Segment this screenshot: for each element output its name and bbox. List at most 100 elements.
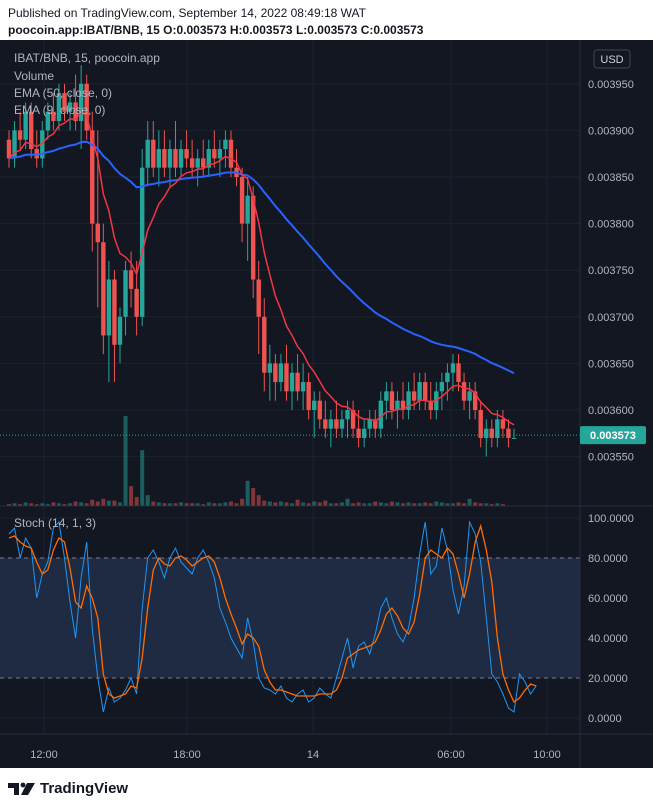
ohlc-c-label: C: xyxy=(360,23,374,37)
volume-bar xyxy=(373,501,378,506)
price-tick-label: 0.003650 xyxy=(588,358,634,370)
volume-bar xyxy=(12,503,17,506)
candle-body xyxy=(289,372,295,392)
last-price-tag xyxy=(580,426,646,445)
volume-bar xyxy=(273,502,278,506)
volume-bar xyxy=(167,503,172,506)
candle-body xyxy=(134,288,139,317)
ohlc-l-label: L: xyxy=(295,23,308,37)
currency-button-label[interactable]: USD xyxy=(600,54,623,66)
volume-bar xyxy=(134,497,139,506)
chart-panel[interactable]: 0.003950 0.003900 0.003850 0.003800 0.003750… xyxy=(0,40,653,768)
volume-bar xyxy=(328,503,333,506)
volume-bar xyxy=(473,502,478,506)
candle-body xyxy=(167,149,173,168)
ohlc-o: 0.003573 xyxy=(176,23,227,37)
volume-bar xyxy=(68,503,73,506)
candle-body xyxy=(40,130,45,159)
time-tick-label: 06:00 xyxy=(437,749,465,761)
volume-bar xyxy=(90,499,95,506)
candle-body xyxy=(51,111,56,122)
stoch-band xyxy=(0,558,580,678)
price-tick-label: 0.003950 xyxy=(588,79,634,91)
symbol-ohlc-line: poocoin.app:IBAT/BNB, 15 O:0.003573 H:0.… xyxy=(8,23,423,37)
candle-body xyxy=(489,428,495,438)
candle-body xyxy=(62,93,67,112)
volume-bar xyxy=(140,450,145,506)
volume-bar xyxy=(123,416,128,506)
volume-bar xyxy=(73,501,78,506)
candle-body xyxy=(395,400,400,411)
volume-bar xyxy=(223,502,228,506)
candle-body xyxy=(145,139,150,168)
volume-bar xyxy=(495,503,500,506)
volume-bar xyxy=(334,503,339,506)
candle-body xyxy=(417,382,422,401)
volume-bar xyxy=(18,504,23,506)
candle-body xyxy=(139,167,145,317)
candle-body xyxy=(101,242,106,336)
volume-bar xyxy=(339,502,344,506)
volume-bar xyxy=(278,501,283,506)
candle-body xyxy=(45,111,51,131)
volume-bar xyxy=(29,503,34,506)
currency-button-frame[interactable] xyxy=(593,49,631,69)
candle-body xyxy=(195,158,200,168)
candle-body xyxy=(472,391,478,411)
candle-body xyxy=(467,391,472,401)
volume-bar xyxy=(489,504,494,506)
volume-bar xyxy=(251,488,256,506)
candle-body xyxy=(423,382,428,401)
candle-body xyxy=(23,111,28,140)
candle-body xyxy=(300,382,306,392)
legend-volume: Volume xyxy=(14,69,54,83)
chart-svg[interactable]: 0.003950 0.003900 0.003850 0.003800 0.003750… xyxy=(0,40,653,768)
candle-body xyxy=(73,102,78,122)
candle-body xyxy=(189,158,195,168)
legend-stoch: Stoch (14, 1, 3) xyxy=(14,516,96,530)
legend-ema9: EMA (9, close, 0) xyxy=(14,103,105,117)
volume-bar xyxy=(179,502,184,506)
candle-body xyxy=(384,391,389,401)
candle-body xyxy=(495,419,500,438)
volume-bar xyxy=(367,503,372,506)
volume-bar xyxy=(40,503,45,506)
volume-bar xyxy=(190,503,195,506)
candle-body xyxy=(128,270,134,289)
last-price-label: 0.003573 xyxy=(590,430,636,442)
volume-bar xyxy=(262,500,267,506)
volume-bar xyxy=(428,503,433,506)
volume-bar xyxy=(439,502,444,506)
time-tick-label: 14 xyxy=(307,749,319,761)
volume-bar xyxy=(351,503,356,506)
published-line: Published on TradingView.com, September … xyxy=(8,6,366,20)
volume-bar xyxy=(384,503,389,506)
volume-bar xyxy=(317,502,322,506)
candle-body xyxy=(12,130,17,159)
volume-bar xyxy=(79,502,84,506)
candle-body xyxy=(278,363,284,383)
volume-bar xyxy=(389,501,394,506)
ema9-line xyxy=(8,111,515,426)
currency-button[interactable]: USD xyxy=(593,49,631,69)
candle-body xyxy=(212,149,217,159)
candle-body xyxy=(478,410,483,438)
candle-body xyxy=(317,400,322,420)
stoch-tick-label: 80.0000 xyxy=(588,553,628,565)
volume-bar xyxy=(156,502,161,506)
candle-body xyxy=(56,93,62,122)
volume-bar xyxy=(206,502,211,506)
volume-bar xyxy=(151,501,156,506)
volume-bar xyxy=(234,503,239,506)
ohlc-c: 0.003573 xyxy=(373,23,424,37)
candle-body xyxy=(206,149,211,168)
price-tick-label: 0.003600 xyxy=(588,405,634,417)
stoch-tick-label: 100.0000 xyxy=(588,513,634,525)
axes: 0.003950 0.003900 0.003850 0.003800 0.003750… xyxy=(30,79,634,761)
volume-bars xyxy=(7,416,505,506)
legend-ema50: EMA (50, close, 0) xyxy=(14,86,112,100)
volume-bar xyxy=(201,504,206,506)
candle-body xyxy=(262,316,267,373)
candle-body xyxy=(245,195,250,224)
volume-bar xyxy=(62,504,67,506)
